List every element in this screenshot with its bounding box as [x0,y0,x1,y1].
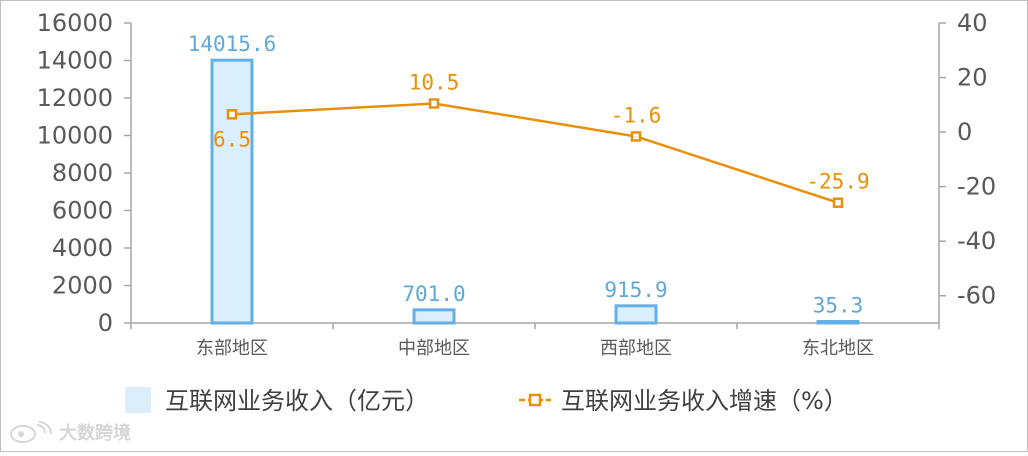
y-right-tick-label: 0 [957,118,972,146]
watermark-text: 大数跨境 [59,423,131,444]
bar-data-label: 915.9 [604,278,667,302]
y-left-tick-label: 4000 [52,234,113,262]
x-tick-label: 东北地区 [802,338,874,359]
weibo-logo-icon [10,421,52,443]
y-left-tick-label: 0 [98,309,113,337]
legend-line-label: 互联网业务收入增速（%） [561,387,848,415]
y-left-tick-label: 16000 [37,9,113,37]
line-point [428,98,440,109]
y-left-tick-label: 10000 [37,122,113,150]
line-point [630,131,642,142]
line-data-label: 6.5 [213,127,251,151]
bar [614,304,658,325]
y-right-tick-label: 20 [957,64,988,92]
bar-data-label: 35.3 [813,294,864,318]
y-right-tick-label: -60 [957,282,996,310]
x-tick-label: 中部地区 [398,338,470,359]
bar-data-label: 14015.6 [188,32,277,56]
growth-line [231,102,839,204]
line-data-label: -25.9 [806,170,869,194]
line-point [226,109,238,120]
x-tick-label: 东部地区 [196,338,268,359]
bar [816,320,860,325]
y-left-tick-label: 6000 [52,197,113,225]
y-right-tick-label: -40 [957,227,996,255]
y-left-tick-label: 2000 [52,272,113,300]
y-left-tick-label: 14000 [37,47,113,75]
y-left-tick-label: 8000 [52,159,113,187]
y-right-tick-label: -20 [957,173,996,201]
y-left-tick-label: 12000 [37,84,113,112]
bar-data-label: 701.0 [402,282,465,306]
line-data-label: -1.6 [611,103,662,127]
x-tick-label: 西部地区 [600,338,672,359]
watermark: 大数跨境 [9,419,131,445]
legend-bar-label: 互联网业务收入（亿元） [165,387,429,415]
legend-bar-swatch [125,387,151,413]
line-data-label: 10.5 [409,70,460,94]
bar [210,58,254,325]
bar [412,308,456,325]
legend-line-marker [528,393,542,407]
line-point [832,197,844,208]
y-right-tick-label: 40 [957,9,988,37]
